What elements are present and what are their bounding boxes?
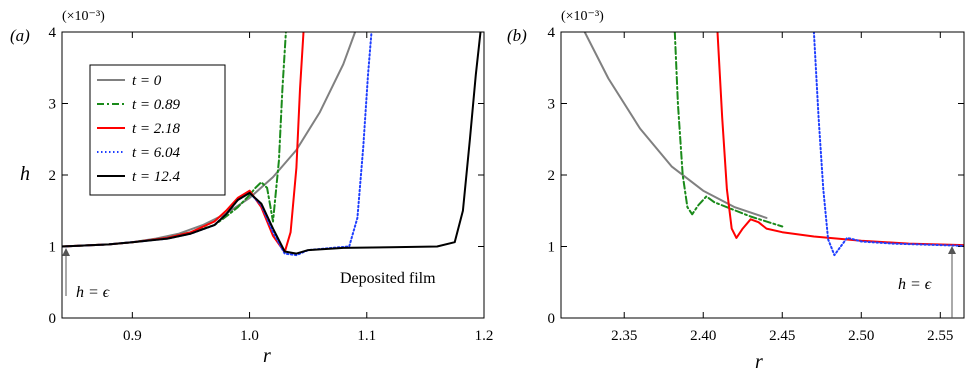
x-axis-label-a: r — [263, 345, 271, 367]
multiplier-label-b: (×10⁻³) — [561, 9, 604, 24]
x-tick-label-a: 0.9 — [123, 328, 142, 344]
y-tick-label-b: 1 — [548, 240, 556, 256]
x-tick-label-b: 2.55 — [927, 328, 953, 344]
y-axis-label-a: h — [20, 163, 30, 185]
x-tick-label-a: 1.0 — [240, 328, 259, 344]
x-tick-label-b: 2.35 — [611, 328, 637, 344]
ticks-b: 2.35 2.40 2.45 2.50 2.55 0 1 2 3 4 — [548, 25, 964, 344]
y-tick-label-a: 3 — [49, 97, 57, 113]
panel-label-b: (b) — [507, 26, 527, 45]
panel-b: (b) (×10⁻³) r 2.35 2.40 2.45 2.50 2.5501234 … — [507, 9, 965, 373]
legend-label: t = 0.89 — [132, 97, 181, 113]
legend-label: t = 12.4 — [132, 169, 181, 185]
epsilon-label-a: h = ϵ — [76, 284, 110, 301]
legend-items-a: t = 0 t = 0.89 t = 2.18 t = 6.04 t = 12.4 — [97, 73, 181, 185]
y-tick-label-b: 2 — [548, 168, 556, 184]
series-line-a-4 — [62, 32, 482, 255]
legend-a: t = 0 t = 0.89 t = 2.18 t = 6.04 t = 12.4 — [89, 64, 226, 196]
x-tick-label-a: 1.1 — [357, 328, 376, 344]
legend-label: t = 6.04 — [132, 145, 181, 161]
series-group-b — [583, 32, 964, 257]
y-tick-label-a: 0 — [49, 311, 57, 327]
series-line-b-3 — [812, 32, 964, 257]
y-tick-label-b: 4 — [548, 25, 556, 41]
x-tick-label-b: 2.45 — [769, 328, 795, 344]
multiplier-label-a: (×10⁻³) — [62, 9, 105, 24]
plot-frame-a — [61, 31, 485, 319]
x-tick-label-a: 1.2 — [475, 328, 494, 344]
x-tick-label-b: 2.50 — [848, 328, 874, 344]
legend-box-a — [89, 64, 226, 196]
y-tick-label-a: 1 — [49, 240, 57, 256]
legend-label: t = 2.18 — [132, 121, 181, 137]
x-tick-label-b: 2.40 — [690, 328, 716, 344]
epsilon-label-b: h = ϵ — [898, 276, 932, 293]
series-line-b-0 — [583, 32, 768, 219]
y-tick-label-a: 2 — [49, 168, 57, 184]
series-group-a — [62, 32, 482, 257]
legend-label: t = 0 — [132, 73, 162, 89]
plot-frame-b — [560, 31, 965, 319]
x-axis-label-b: r — [755, 351, 763, 373]
y-tick-label-b: 0 — [548, 311, 556, 327]
series-line-b-1 — [673, 32, 784, 228]
series-line-a-1 — [62, 32, 287, 248]
panel-label-a: (a) — [10, 26, 30, 45]
y-tick-label-b: 3 — [548, 97, 556, 113]
deposited-film-label: Deposited film — [340, 270, 436, 287]
y-tick-label-a: 4 — [49, 25, 57, 41]
